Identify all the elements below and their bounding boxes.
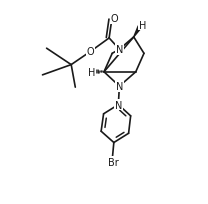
Text: H: H (88, 68, 95, 77)
Polygon shape (134, 27, 141, 38)
Text: N: N (116, 45, 123, 55)
Text: N: N (116, 82, 123, 92)
Text: O: O (87, 47, 94, 57)
Text: O: O (110, 14, 118, 24)
Text: H: H (139, 21, 147, 30)
Text: N: N (115, 100, 122, 110)
Text: Br: Br (108, 157, 119, 167)
